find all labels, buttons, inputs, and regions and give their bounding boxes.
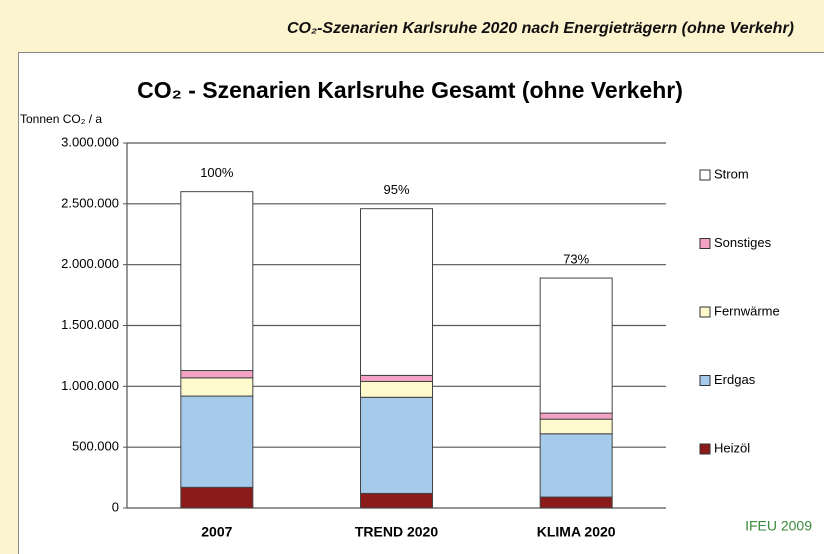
bar-segment — [539, 418, 613, 435]
legend-swatch — [699, 375, 711, 386]
bar-segment — [539, 496, 613, 509]
y-tick-label: 2.500.000 — [61, 195, 119, 210]
page-header: CO₂-Szenarien Karlsruhe 2020 nach Energi… — [286, 20, 794, 37]
legend-label: Heizöl — [714, 440, 750, 455]
chart-title: CO₂ - Szenarien Karlsruhe Gesamt (ohne V… — [137, 77, 683, 103]
legend-label: Sonstiges — [714, 235, 772, 250]
bar-segment — [180, 370, 254, 379]
y-tick-label: 3.000.000 — [61, 134, 119, 149]
y-tick-label: 2.000.000 — [61, 256, 119, 271]
bar-segment — [360, 374, 433, 382]
legend-label: Erdgas — [714, 372, 756, 387]
y-tick-label: 500.000 — [72, 439, 119, 454]
legend-label: Fernwärme — [714, 303, 780, 318]
legend-swatch — [699, 443, 711, 455]
bar-segment — [180, 191, 254, 372]
total-label: 95% — [383, 182, 409, 197]
x-tick-label: TREND 2020 — [355, 524, 438, 540]
y-axis-label: Tonnen CO₂ / a — [20, 112, 102, 126]
legend-swatch — [699, 306, 711, 318]
legend-swatch — [699, 238, 711, 249]
bar-segment — [539, 277, 613, 414]
y-tick-label: 0 — [112, 499, 119, 514]
legend-label: Strom — [714, 166, 749, 181]
bar-segment — [180, 395, 254, 488]
bar-segment — [360, 380, 433, 398]
source: IFEU 2009 — [745, 518, 812, 534]
y-tick-label: 1.500.000 — [61, 317, 119, 332]
x-tick-label: 2007 — [201, 524, 232, 540]
bar-segment — [360, 492, 433, 509]
bar-segment — [360, 396, 433, 494]
legend-swatch — [699, 169, 711, 181]
total-label: 73% — [563, 251, 589, 266]
total-label: 100% — [200, 165, 234, 180]
bar-segment — [180, 377, 254, 397]
bar-segment — [539, 433, 613, 498]
y-tick-label: 1.000.000 — [61, 378, 119, 393]
x-tick-label: KLIMA 2020 — [537, 524, 616, 540]
bar-segment — [180, 486, 254, 509]
bar-segment — [360, 208, 433, 376]
bar-segment — [539, 412, 613, 420]
